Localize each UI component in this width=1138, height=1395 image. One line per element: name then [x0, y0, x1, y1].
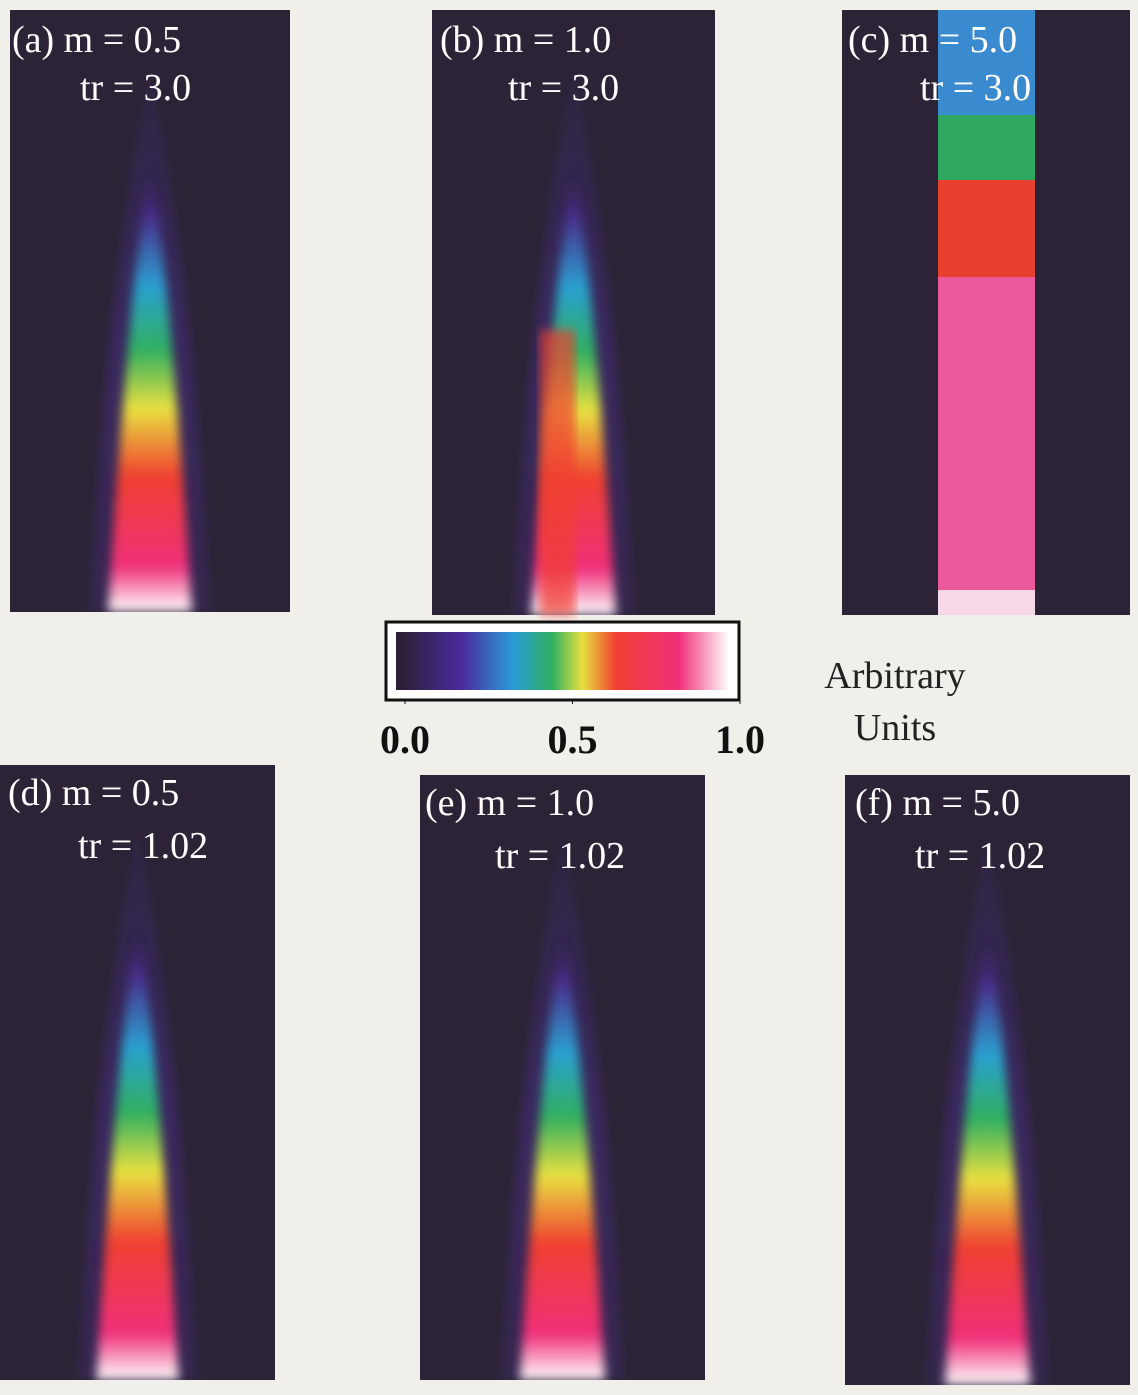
colorbar-label: Arbitrary	[824, 655, 965, 697]
panel-c: (c) m = 5.0 tr = 3.0	[842, 10, 1130, 615]
panel-label: tr = 1.02	[78, 825, 208, 867]
panel-label: tr = 1.02	[915, 835, 1045, 877]
panel-label: (a) m = 0.5	[12, 19, 181, 61]
panel-e: (e) m = 1.0 tr = 1.02	[420, 775, 705, 1380]
tick-label: 0.0	[380, 717, 430, 762]
panel-b: (b) m = 1.0 tr = 3.0	[432, 10, 715, 615]
panel-label: (f) m = 5.0	[855, 782, 1020, 824]
panel-label: tr = 1.02	[495, 835, 625, 877]
panel-f: (f) m = 5.0 tr = 1.02	[845, 775, 1130, 1385]
panel-d: (d) m = 0.5 tr = 1.02	[0, 765, 275, 1380]
colorbar: Arbitrary Units 0.0 0.5 1.0	[380, 622, 966, 762]
panel-label: (b) m = 1.0	[440, 19, 611, 61]
panel-label: (d) m = 0.5	[8, 772, 179, 814]
tick-label: 0.5	[548, 717, 598, 762]
panel-label: tr = 3.0	[508, 67, 619, 109]
panel-label: tr = 3.0	[80, 67, 191, 109]
figure: (a) m = 0.5 tr = 3.0 (b) m = 1.0 tr = 3.…	[0, 0, 1138, 1395]
tick-label: 1.0	[715, 717, 765, 762]
panel-label: tr = 3.0	[920, 67, 1031, 109]
colorbar-label: Units	[854, 707, 936, 749]
panel-a: (a) m = 0.5 tr = 3.0	[10, 10, 290, 612]
panel-label: (e) m = 1.0	[425, 782, 594, 824]
panel-label: (c) m = 5.0	[848, 19, 1017, 61]
